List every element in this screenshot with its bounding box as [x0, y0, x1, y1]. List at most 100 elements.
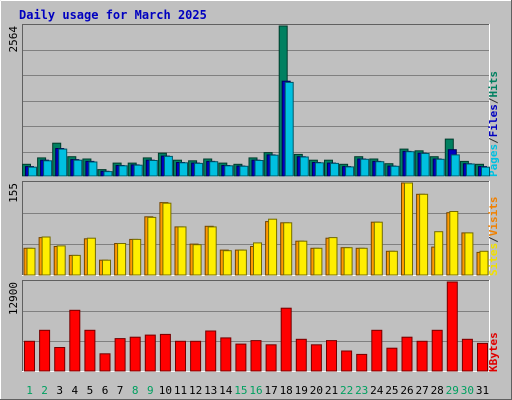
bar-kbytes-kbytes-day-30: [461, 338, 473, 372]
legend-item: /: [487, 236, 500, 243]
bar-visits-sites-day-18: [283, 222, 293, 276]
bar-hits-pages-day-21: [330, 162, 339, 177]
bar-hits-pages-day-25: [390, 165, 400, 177]
bar-hits-pages-day-20: [314, 162, 324, 177]
x-tick-label-day-7: 7: [117, 384, 124, 397]
bar-visits-sites-day-20: [313, 247, 323, 276]
bar-hits-pages-day-2: [43, 160, 53, 177]
bar-kbytes-kbytes-day-25: [386, 347, 398, 372]
bar-hits-pages-day-3: [58, 148, 68, 177]
x-axis-labels: 1 2 3 4 5 6 7 8 9 10 11 12 13 14 15 16 17 18 19 20 21 22 23 24 2…: [26, 384, 489, 397]
chart-title: Daily usage for March 2025: [19, 8, 207, 22]
bar-hits-pages-day-15: [239, 165, 249, 177]
x-tick-label-day-26: 26: [400, 384, 413, 397]
bar-kbytes-kbytes-day-13: [205, 330, 217, 372]
bar-visits-sites-day-13: [207, 226, 217, 276]
legend-item: KBytes: [487, 332, 500, 372]
legend-visits: Sites/Visits: [487, 197, 500, 277]
bar-visits-sites-day-27: [419, 193, 429, 276]
bar-hits-pages-day-8: [133, 164, 143, 177]
bar-kbytes-kbytes-day-8: [129, 336, 141, 372]
x-tick-label-day-8: 8: [132, 384, 139, 397]
bar-hits-pages-day-7: [118, 165, 128, 177]
bar-hits-pages-day-30: [465, 163, 475, 177]
x-tick-label-day-3: 3: [56, 384, 63, 397]
x-tick-label-day-23: 23: [355, 384, 368, 397]
bar-hits-pages-day-10: [163, 155, 173, 177]
bar-visits-sites-day-5: [86, 237, 96, 276]
x-tick-label-day-11: 11: [174, 384, 187, 397]
bar-visits-sites-day-11: [177, 226, 187, 276]
legend-item: Pages: [487, 144, 500, 177]
legend-kbytes: KBytes: [487, 332, 500, 372]
bar-hits-pages-day-14: [224, 165, 234, 177]
x-tick-label-day-22: 22: [340, 384, 353, 397]
bar-kbytes-kbytes-day-31: [477, 342, 488, 372]
bar-kbytes-kbytes-day-16: [250, 340, 262, 372]
y-max-label-hits: 2564: [7, 26, 20, 53]
bar-hits-pages-day-17: [269, 154, 279, 177]
bar-kbytes-kbytes-day-10: [159, 333, 171, 372]
bar-visits-sites-day-9: [147, 216, 157, 276]
x-tick-label-day-24: 24: [370, 384, 384, 397]
y-max-label-visits: 155: [7, 183, 20, 203]
bar-hits-pages-day-31: [481, 166, 490, 177]
bar-kbytes-kbytes-day-12: [190, 340, 202, 372]
bar-visits-sites-day-29: [449, 211, 459, 276]
bar-visits-sites-day-31: [479, 250, 489, 276]
panel-kbytes: 12900 KBytes: [7, 280, 500, 372]
bar-kbytes-kbytes-day-1: [24, 340, 35, 372]
bar-hits-pages-day-4: [73, 159, 83, 177]
y-max-label-kbytes: 12900: [7, 282, 20, 315]
x-tick-label-day-27: 27: [415, 384, 428, 397]
bar-kbytes-kbytes-day-9: [144, 334, 156, 372]
bar-kbytes-kbytes-day-26: [401, 336, 413, 372]
bar-visits-sites-day-23: [358, 247, 368, 276]
bar-hits-pages-day-29: [450, 154, 460, 177]
bar-visits-sites-day-19: [298, 240, 308, 276]
x-tick-label-day-10: 10: [159, 384, 172, 397]
bar-visits-sites-day-21: [328, 237, 338, 276]
bar-visits-sites-day-28: [434, 231, 444, 276]
bar-kbytes-kbytes-day-14: [220, 337, 232, 372]
legend-item: /: [487, 97, 500, 104]
bar-hits-pages-day-16: [254, 160, 264, 177]
x-tick-label-day-30: 30: [461, 384, 474, 397]
x-tick-label-day-12: 12: [189, 384, 202, 397]
x-tick-label-day-9: 9: [147, 384, 154, 397]
bar-hits-pages-day-23: [360, 158, 370, 177]
bar-kbytes-kbytes-day-20: [310, 344, 322, 372]
legend-item: Hits: [487, 71, 500, 98]
x-tick-label-day-31: 31: [476, 384, 489, 397]
bar-hits-pages-day-27: [420, 153, 430, 177]
x-tick-label-day-2: 2: [41, 384, 48, 397]
bar-kbytes-kbytes-day-27: [416, 340, 428, 372]
chart-panels: 2564Pages/Files/Hits155Sites/Visits12900…: [7, 24, 500, 372]
bar-kbytes-kbytes-day-29: [446, 281, 458, 372]
bar-visits-sites-day-30: [464, 232, 474, 276]
bar-kbytes-kbytes-day-6: [99, 353, 111, 372]
panel-visits: 155 Sites/Visits: [7, 181, 500, 276]
x-tick-label-day-20: 20: [310, 384, 323, 397]
bar-visits-sites-day-10: [162, 202, 172, 276]
bar-visits-sites-day-3: [56, 245, 66, 276]
bar-hits-pages-day-9: [148, 160, 158, 177]
bar-kbytes-kbytes-day-11: [175, 340, 186, 372]
bar-hits-pages-day-28: [435, 158, 445, 177]
bar-hits-pages-day-19: [299, 156, 309, 177]
bar-visits-sites-day-16: [253, 242, 262, 276]
x-tick-label-day-16: 16: [249, 384, 262, 397]
bar-kbytes-kbytes-day-28: [431, 329, 443, 372]
x-tick-label-day-14: 14: [219, 384, 233, 397]
x-tick-label-day-1: 1: [26, 384, 33, 397]
legend-item: /: [487, 137, 500, 144]
bar-kbytes-kbytes-day-18: [280, 307, 292, 372]
bar-kbytes-kbytes-day-2: [39, 329, 51, 372]
bar-visits-sites-day-24: [373, 221, 383, 276]
bar-hits-pages-day-24: [375, 161, 385, 177]
bar-visits-sites-day-15: [237, 249, 247, 276]
bar-hits-pages-day-26: [405, 151, 415, 177]
bar-kbytes-kbytes-day-23: [356, 353, 368, 372]
bar-visits-sites-day-2: [41, 236, 51, 276]
